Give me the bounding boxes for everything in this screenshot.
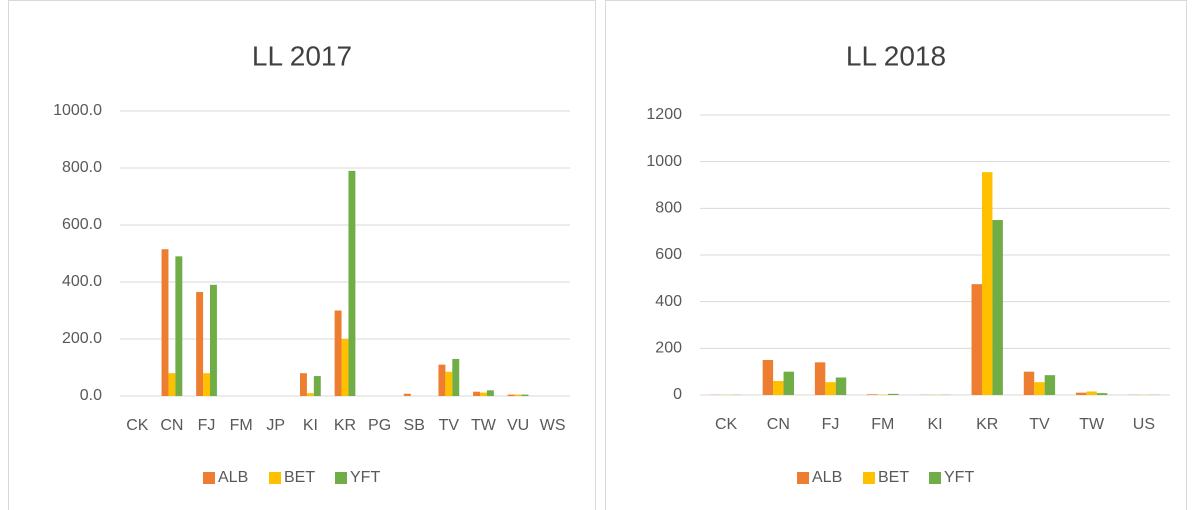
bar — [992, 220, 1003, 395]
legend-swatch — [929, 472, 941, 484]
bar — [521, 394, 529, 396]
legend-swatch — [863, 472, 875, 484]
x-tick-label: FM — [871, 416, 894, 433]
bar — [1086, 391, 1097, 395]
bar — [300, 373, 307, 396]
bar — [196, 291, 204, 396]
bar — [168, 373, 176, 396]
bar — [1034, 382, 1045, 395]
y-tick-label: 800 — [655, 200, 682, 217]
y-tick-label: 800.0 — [62, 159, 102, 176]
legend-label: ALB — [218, 469, 248, 486]
x-tick-label: TV — [1029, 416, 1050, 433]
y-tick-label: 200.0 — [62, 330, 102, 347]
x-tick-label: FJ — [822, 416, 840, 433]
x-tick-label: CK — [126, 417, 149, 434]
y-tick-label: 0.0 — [80, 387, 102, 404]
y-tick-label: 600.0 — [62, 216, 102, 233]
y-tick-label: 400 — [655, 293, 682, 310]
legend-label: BET — [284, 469, 315, 486]
bar — [507, 394, 515, 396]
bar — [403, 393, 411, 396]
bar — [773, 381, 784, 395]
bar — [445, 371, 453, 396]
legend-swatch — [203, 472, 215, 484]
x-tick-label: CN — [160, 417, 183, 434]
x-tick-label: TW — [471, 417, 497, 434]
y-tick-label: 1000.0 — [53, 102, 102, 119]
x-tick-label: FJ — [198, 417, 216, 434]
x-tick-label: FM — [230, 417, 253, 434]
x-tick-label: KI — [303, 417, 318, 434]
chart-border — [605, 0, 1187, 510]
bar — [825, 382, 836, 395]
bar — [1076, 392, 1087, 395]
x-tick-label: WS — [540, 417, 566, 434]
bar — [1096, 393, 1108, 395]
x-tick-label: JP — [266, 417, 285, 434]
bar — [348, 170, 356, 396]
bar — [514, 394, 522, 396]
bar — [762, 360, 774, 395]
x-tick-label: TV — [439, 417, 460, 434]
legend-label: ALB — [812, 469, 842, 486]
bar — [438, 364, 446, 396]
bar — [203, 373, 210, 396]
x-tick-label: CN — [767, 416, 790, 433]
legend-label: BET — [878, 469, 909, 486]
bar — [161, 249, 169, 396]
x-tick-label: KR — [334, 417, 356, 434]
chart: LL 2018 0 200 400 600 800 1000 1200 CK CN FJ FM KI KR… — [605, 0, 1187, 510]
y-tick-label: 400.0 — [62, 273, 102, 290]
bar — [867, 394, 878, 395]
y-tick-label: 0 — [673, 386, 682, 403]
x-tick-label: TW — [1079, 416, 1105, 433]
bar — [341, 339, 349, 396]
bar — [982, 172, 993, 395]
chart-border — [8, 0, 596, 510]
bar — [175, 256, 183, 396]
bar — [480, 392, 487, 396]
bar — [835, 377, 847, 395]
y-tick-label: 1000 — [646, 153, 682, 170]
legend-swatch — [269, 472, 281, 484]
y-tick-label: 1200 — [646, 106, 682, 123]
bar — [971, 284, 982, 395]
chart: LL 2017 0.0 200.0 400.0 600.0 800.0 1000.0 CK CN… — [8, 0, 596, 510]
bar — [888, 393, 899, 395]
x-tick-label: CK — [715, 416, 738, 433]
chart-title: LL 2018 — [846, 40, 946, 71]
bar — [306, 393, 314, 396]
bar — [1044, 375, 1056, 395]
bar — [814, 362, 826, 395]
x-tick-label: KR — [976, 416, 998, 433]
x-tick-label: PG — [368, 417, 391, 434]
y-tick-label: 200 — [655, 340, 682, 357]
legend-label: YFT — [944, 469, 974, 486]
bar — [313, 376, 321, 396]
bar — [334, 310, 342, 396]
y-tick-label: 600 — [655, 246, 682, 263]
bar — [210, 284, 217, 396]
bar — [486, 390, 494, 396]
legend-label: YFT — [350, 469, 380, 486]
bar — [783, 371, 794, 395]
x-tick-label: VU — [507, 417, 529, 434]
bar — [473, 391, 480, 396]
bar — [1023, 371, 1035, 395]
legend-swatch — [797, 472, 809, 484]
x-tick-label: SB — [404, 417, 425, 434]
bar — [452, 358, 460, 396]
x-tick-label: US — [1133, 416, 1155, 433]
x-tick-label: KI — [927, 416, 942, 433]
legend-swatch — [335, 472, 347, 484]
chart-title: LL 2017 — [252, 40, 352, 71]
